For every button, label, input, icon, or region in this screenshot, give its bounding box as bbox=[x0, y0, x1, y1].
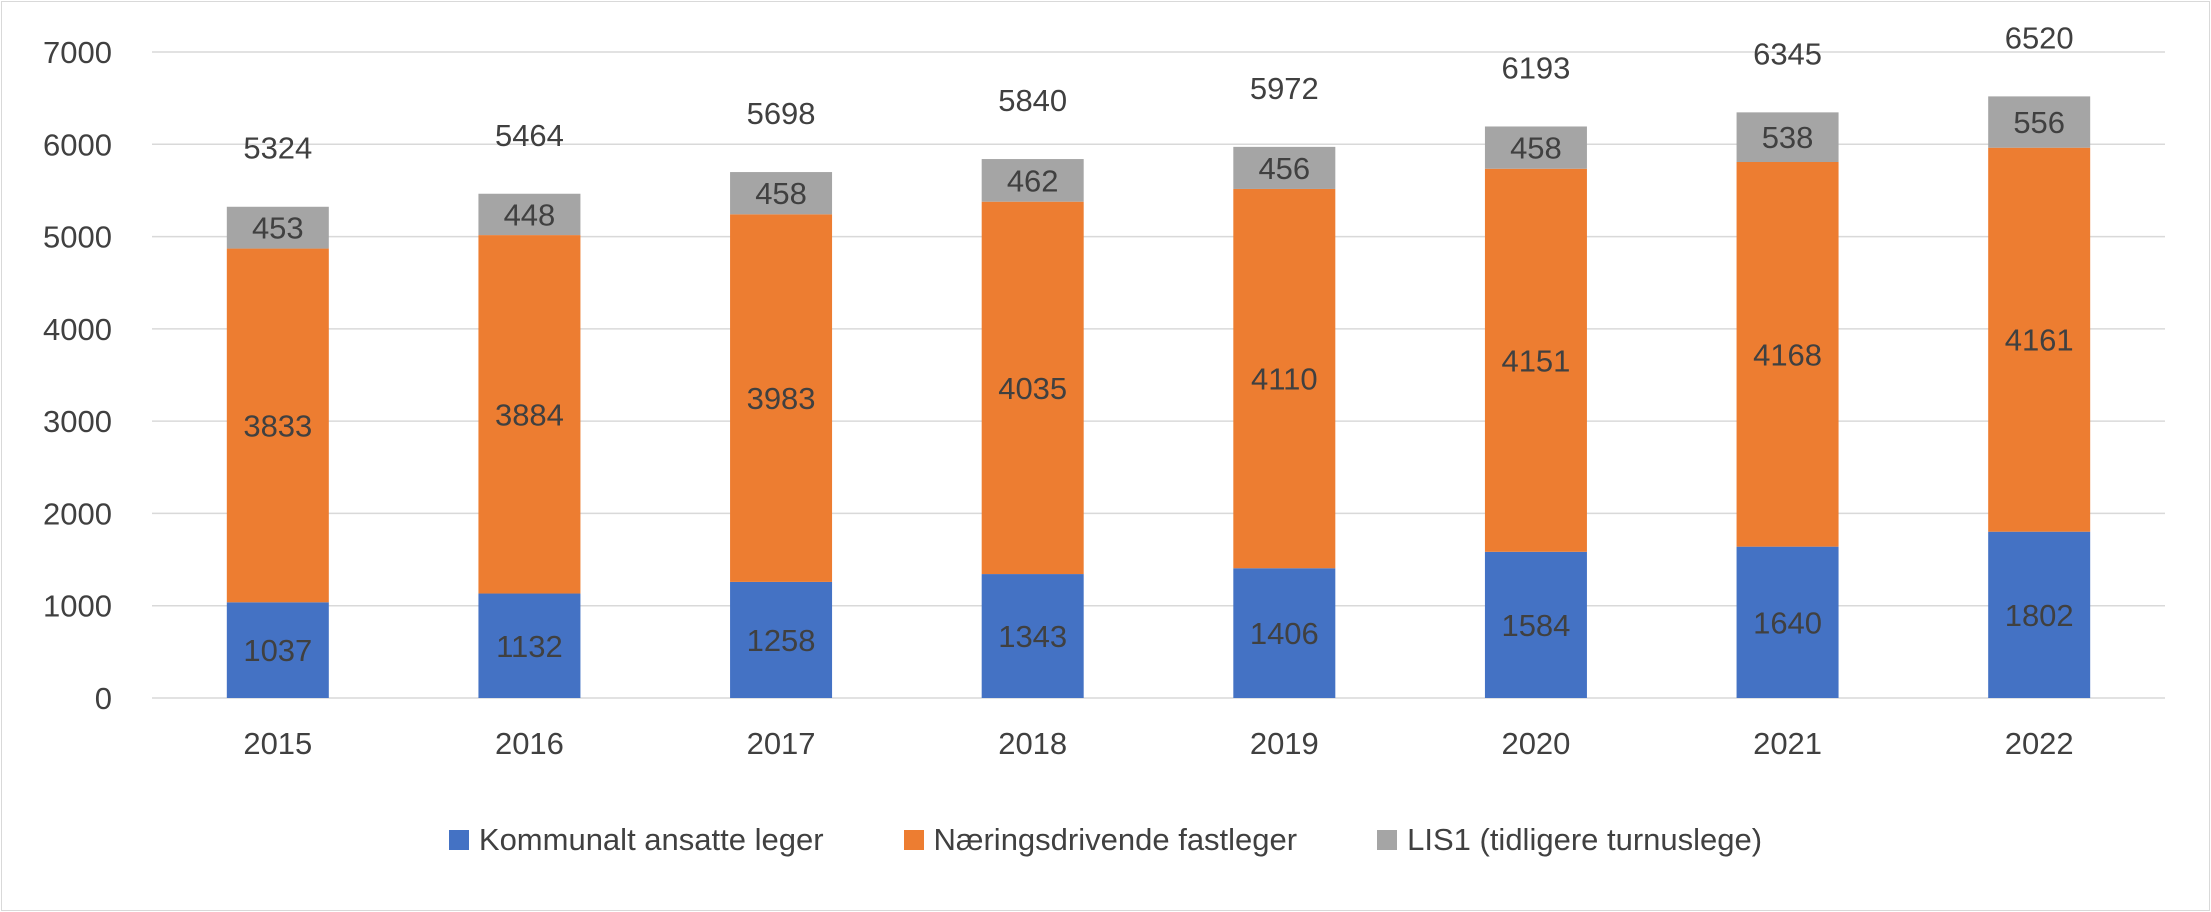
bar-segment bbox=[981, 574, 1084, 698]
data-label: 458 bbox=[755, 176, 807, 211]
x-tick-label: 2015 bbox=[243, 726, 312, 761]
y-tick-label: 1000 bbox=[43, 589, 112, 624]
x-tick-label: 2021 bbox=[1753, 726, 1822, 761]
data-label: 4161 bbox=[2005, 323, 2074, 358]
data-label: 1802 bbox=[2005, 598, 2074, 633]
x-tick-label: 2022 bbox=[2005, 726, 2074, 761]
data-label: 1037 bbox=[243, 633, 312, 668]
bar-segment bbox=[1233, 568, 1336, 698]
legend-swatch bbox=[448, 830, 469, 850]
legend-label: Kommunalt ansatte leger bbox=[478, 822, 824, 857]
bar-segment bbox=[1484, 126, 1587, 169]
total-label: 5324 bbox=[243, 131, 312, 166]
bar-segment bbox=[1736, 546, 1839, 698]
x-tick-label: 2017 bbox=[747, 726, 816, 761]
bar-segment bbox=[730, 172, 833, 215]
legend-item-naeringsdrivende: Næringsdrivende fastleger bbox=[903, 822, 1298, 858]
y-tick-label: 4000 bbox=[43, 312, 112, 347]
legend-item-kommunalt: Kommunalt ansatte leger bbox=[448, 822, 824, 858]
legend-label: LIS1 (tidligere turnuslege) bbox=[1407, 822, 1763, 857]
data-label: 4110 bbox=[1251, 362, 1318, 397]
data-label: 1343 bbox=[998, 619, 1067, 654]
bar-segment bbox=[981, 159, 1084, 202]
total-label: 6193 bbox=[1501, 50, 1570, 85]
bar-segment bbox=[1484, 168, 1587, 552]
bar-segment bbox=[1736, 112, 1839, 163]
y-tick-label: 6000 bbox=[43, 127, 112, 162]
data-label: 4035 bbox=[998, 371, 1067, 406]
data-label: 3884 bbox=[495, 397, 564, 432]
legend-swatch bbox=[1377, 830, 1398, 850]
total-label: 6345 bbox=[1753, 36, 1822, 71]
total-label: 5464 bbox=[495, 118, 564, 153]
y-tick-label: 0 bbox=[95, 681, 112, 716]
legend-item-lis1: LIS1 (tidligere turnuslege) bbox=[1377, 822, 1762, 858]
bar-segment bbox=[1988, 147, 2091, 532]
bar-segment bbox=[226, 206, 329, 249]
bar-segment bbox=[478, 593, 581, 698]
total-label: 5840 bbox=[998, 83, 1067, 118]
bar-segment bbox=[1988, 531, 2091, 698]
bar-segment bbox=[1233, 146, 1336, 189]
x-tick-label: 2016 bbox=[495, 726, 564, 761]
data-label: 4151 bbox=[1501, 343, 1570, 378]
data-label: 453 bbox=[252, 211, 304, 246]
bar-segment bbox=[478, 235, 581, 594]
legend-label: Næringsdrivende fastleger bbox=[933, 822, 1298, 857]
data-label: 1132 bbox=[496, 629, 563, 664]
data-label: 3983 bbox=[747, 381, 816, 416]
data-label: 456 bbox=[1258, 151, 1310, 186]
data-label: 538 bbox=[1762, 120, 1814, 155]
y-tick-label: 2000 bbox=[43, 496, 112, 531]
data-label: 1406 bbox=[1250, 616, 1319, 651]
data-label: 4168 bbox=[1753, 337, 1822, 372]
data-label: 3833 bbox=[243, 408, 312, 443]
bar-segment bbox=[226, 602, 329, 698]
data-label: 556 bbox=[2013, 105, 2065, 140]
bar-segment bbox=[226, 248, 329, 603]
bar-segment bbox=[981, 201, 1084, 575]
bar-segment bbox=[1988, 96, 2091, 148]
data-label: 1640 bbox=[1753, 605, 1822, 640]
data-label: 1258 bbox=[747, 623, 816, 658]
legend: Kommunalt ansatte leger Næringsdrivende … bbox=[0, 822, 2211, 858]
bar-segment bbox=[1484, 551, 1587, 698]
y-tick-label: 3000 bbox=[43, 404, 112, 439]
bar-segment bbox=[478, 193, 581, 236]
x-tick-label: 2020 bbox=[1501, 726, 1570, 761]
total-label: 5972 bbox=[1250, 71, 1319, 106]
data-label: 458 bbox=[1510, 131, 1562, 166]
bar-segment bbox=[1736, 162, 1839, 547]
y-tick-label: 7000 bbox=[43, 35, 112, 70]
bar-segment bbox=[730, 581, 833, 698]
y-tick-label: 5000 bbox=[43, 220, 112, 255]
bar-segment bbox=[1233, 188, 1336, 569]
bar-segment bbox=[730, 214, 833, 582]
data-label: 462 bbox=[1007, 163, 1059, 198]
x-tick-label: 2018 bbox=[998, 726, 1067, 761]
data-label: 1584 bbox=[1501, 608, 1570, 643]
x-tick-label: 2019 bbox=[1250, 726, 1319, 761]
data-label: 448 bbox=[504, 197, 556, 232]
legend-swatch bbox=[903, 830, 924, 850]
total-label: 5698 bbox=[747, 96, 816, 131]
total-label: 6520 bbox=[2005, 20, 2074, 55]
